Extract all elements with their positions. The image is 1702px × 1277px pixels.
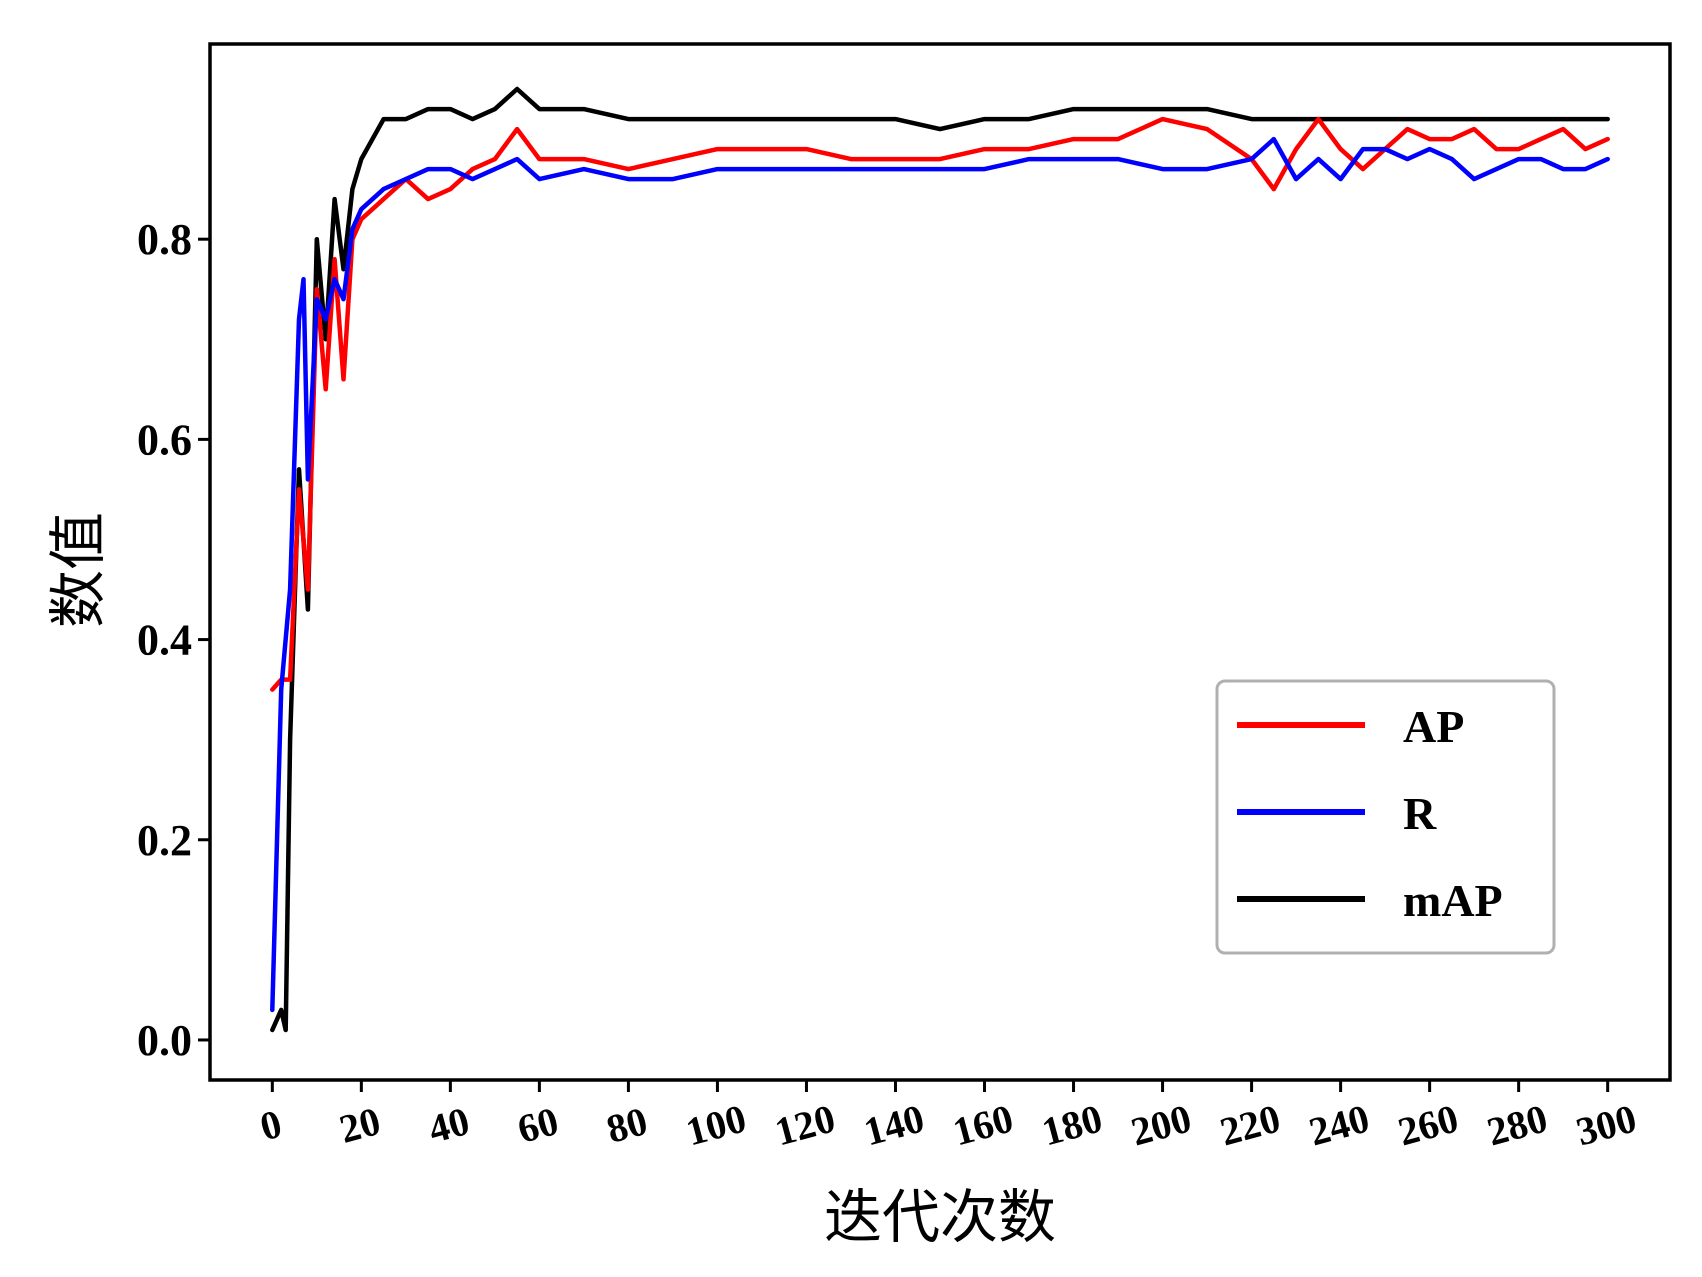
x-axis-title: 迭代次数 [824, 1183, 1056, 1251]
legend-box [1215, 679, 1556, 955]
y-tick-label: 0.4 [137, 616, 192, 665]
legend-label-r: R [1403, 788, 1437, 839]
series-line-r [270, 136, 1610, 1013]
y-tick-label: 0.2 [137, 816, 192, 865]
series-layer [270, 86, 1610, 1033]
legend-label-ap: AP [1403, 701, 1464, 752]
axes-layer [208, 42, 1672, 1082]
plot-frame [208, 42, 1672, 1082]
series-line-ap [270, 116, 1610, 692]
y-tick-label: 0.0 [137, 1016, 192, 1065]
y-tick-label: 0.6 [137, 415, 192, 464]
y-axis-title: 数值 [44, 512, 112, 628]
y-tick-label: 0.8 [137, 215, 192, 264]
legend-label-map: mAP [1403, 875, 1503, 926]
